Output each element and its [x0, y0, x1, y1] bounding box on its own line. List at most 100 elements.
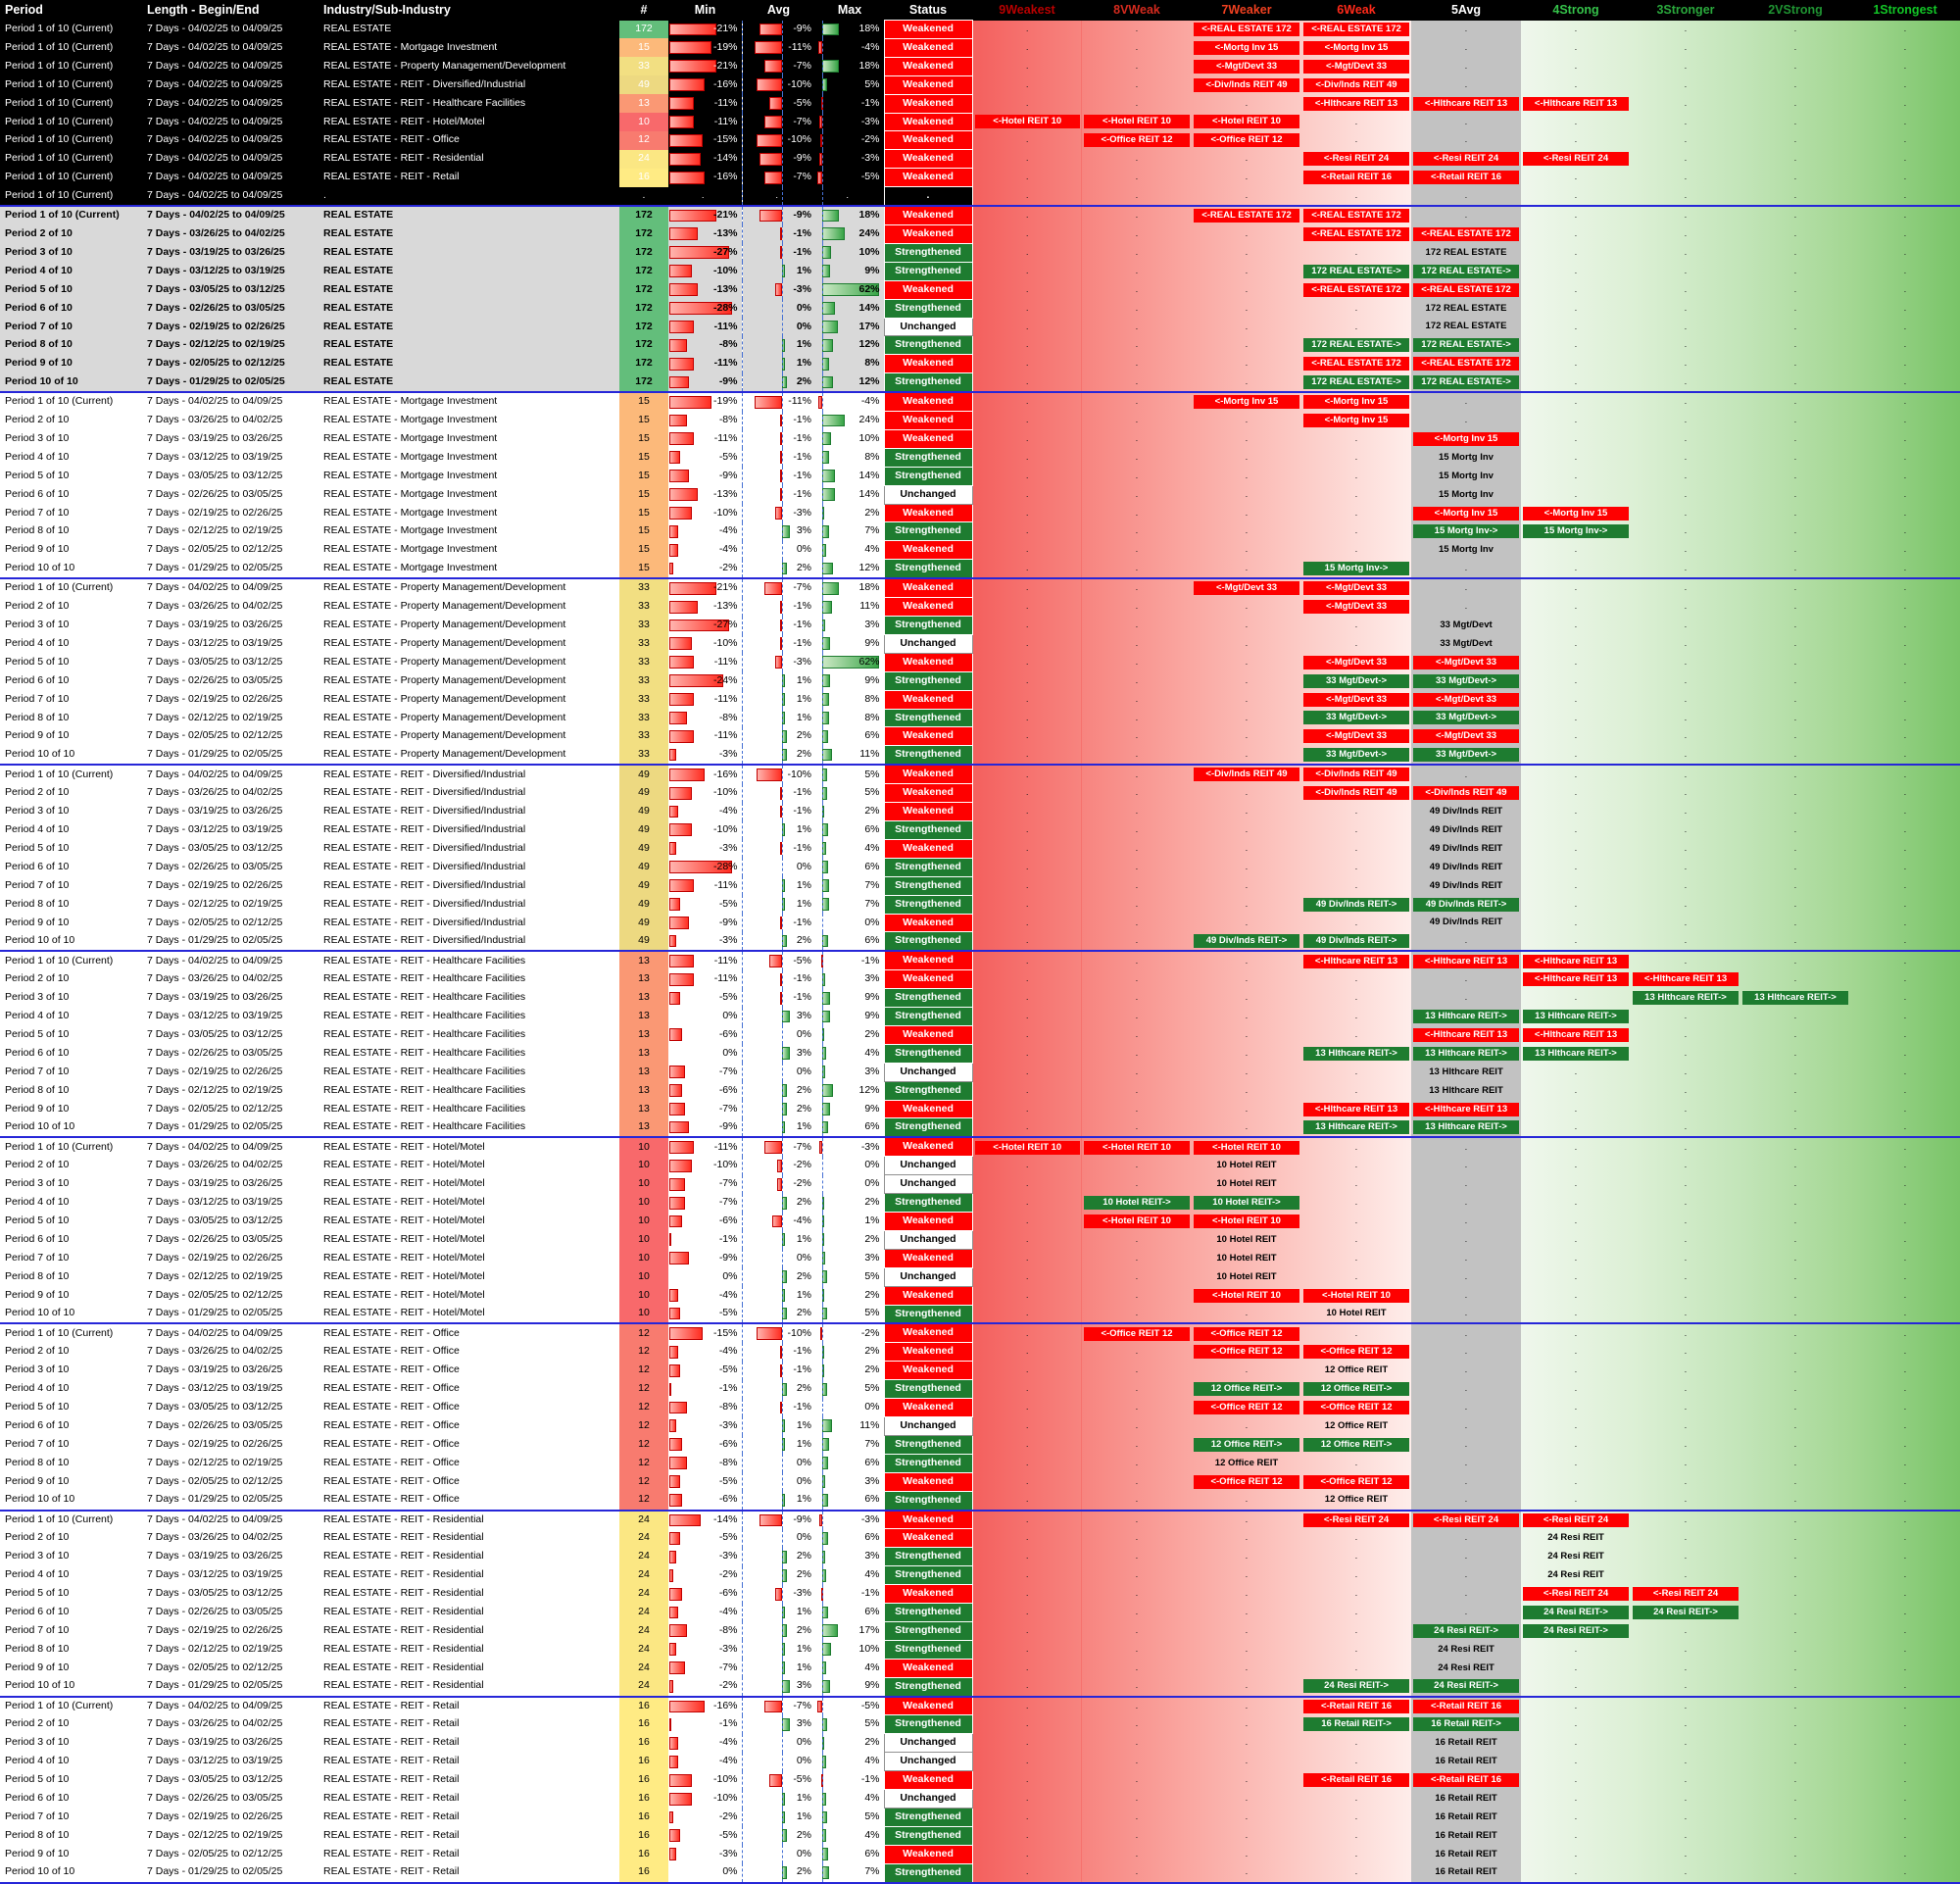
- min-cell[interactable]: -3%: [668, 931, 743, 952]
- strength-cell-6weak[interactable]: 49 Div/Inds REIT->: [1301, 931, 1411, 952]
- strength-cell-2vstrong[interactable]: .: [1740, 1025, 1850, 1045]
- industry-cell[interactable]: REAL ESTATE - REIT - Office: [318, 1416, 619, 1436]
- strength-cell-2vstrong[interactable]: .: [1740, 1770, 1850, 1790]
- avg-cell[interactable]: 1%: [742, 709, 815, 727]
- strength-cell-9weakest[interactable]: .: [972, 616, 1082, 635]
- strength-cell-4strong[interactable]: .: [1521, 802, 1631, 821]
- strength-cell-3stronger[interactable]: .: [1631, 485, 1740, 505]
- max-cell[interactable]: 7%: [815, 1863, 884, 1883]
- count-cell[interactable]: 10: [619, 1305, 668, 1324]
- max-cell[interactable]: 12%: [815, 559, 884, 579]
- strength-cell-2vstrong[interactable]: .: [1740, 1677, 1850, 1697]
- strength-cell-4strong[interactable]: 13 Hlthcare REIT->: [1521, 1007, 1631, 1026]
- status-cell[interactable]: Strengthened: [883, 1714, 973, 1735]
- industry-cell[interactable]: REAL ESTATE - Property Management/Develo…: [318, 577, 619, 598]
- strength-cell-4strong[interactable]: .: [1521, 1379, 1631, 1399]
- strength-cell-6weak[interactable]: <-Div/Inds REIT 49: [1301, 783, 1411, 803]
- industry-cell[interactable]: REAL ESTATE - REIT - Healthcare Faciliti…: [318, 969, 619, 989]
- strength-cell-3stronger[interactable]: .: [1631, 895, 1740, 914]
- strength-cell-8vweak[interactable]: .: [1082, 205, 1192, 225]
- strength-cell-8vweak[interactable]: .: [1082, 969, 1192, 989]
- length-cell[interactable]: 7 Days - 03/26/25 to 04/02/25: [142, 1156, 318, 1175]
- max-cell[interactable]: 4%: [815, 1752, 884, 1771]
- strength-cell-9weakest[interactable]: .: [972, 1322, 1082, 1343]
- strength-cell-4strong[interactable]: .: [1521, 113, 1631, 131]
- avg-cell[interactable]: -1%: [742, 243, 815, 263]
- strength-cell-5avg[interactable]: <-Retail REIT 16: [1411, 1695, 1521, 1715]
- strength-cell-9weakest[interactable]: .: [972, 839, 1082, 859]
- strength-cell-5avg[interactable]: .: [1411, 969, 1521, 989]
- max-cell[interactable]: 2%: [815, 1361, 884, 1380]
- strength-cell-2vstrong[interactable]: .: [1740, 1752, 1850, 1771]
- max-cell[interactable]: -1%: [815, 1770, 884, 1790]
- strength-cell-9weakest[interactable]: .: [972, 1063, 1082, 1082]
- strength-cell-7weaker[interactable]: 12 Office REIT->: [1192, 1435, 1301, 1455]
- column-header-7weaker[interactable]: 7Weaker: [1192, 0, 1301, 21]
- min-cell[interactable]: 0%: [668, 1863, 743, 1883]
- avg-cell[interactable]: -11%: [742, 38, 815, 58]
- status-cell[interactable]: Weakened: [883, 149, 973, 170]
- avg-cell[interactable]: -4%: [742, 1212, 815, 1231]
- strength-cell-1strongest[interactable]: .: [1850, 1025, 1960, 1045]
- min-cell[interactable]: 0%: [668, 1044, 743, 1064]
- count-cell[interactable]: 13: [619, 1117, 668, 1138]
- strength-cell-6weak[interactable]: <-Office REIT 12: [1301, 1398, 1411, 1417]
- status-cell[interactable]: Strengthened: [883, 1117, 973, 1138]
- strength-cell-9weakest[interactable]: .: [972, 186, 1082, 207]
- avg-cell[interactable]: -9%: [742, 205, 815, 225]
- count-cell[interactable]: 33: [619, 726, 668, 746]
- strength-cell-1strongest[interactable]: .: [1850, 1212, 1960, 1231]
- status-cell[interactable]: Strengthened: [883, 1043, 973, 1064]
- column-header-avg[interactable]: Avg: [742, 0, 815, 21]
- period-cell[interactable]: Period 3 of 10: [0, 1733, 142, 1753]
- strength-cell-5avg[interactable]: <-Mortg Inv 15: [1411, 504, 1521, 522]
- strength-cell-4strong[interactable]: 15 Mortg Inv->: [1521, 521, 1631, 541]
- max-cell[interactable]: 3%: [815, 1249, 884, 1268]
- max-cell[interactable]: 11%: [815, 597, 884, 617]
- length-cell[interactable]: 7 Days - 04/02/25 to 04/09/25: [142, 186, 318, 207]
- strength-cell-9weakest[interactable]: .: [972, 1230, 1082, 1250]
- min-cell[interactable]: -11%: [668, 94, 743, 114]
- strength-cell-3stronger[interactable]: .: [1631, 1007, 1740, 1026]
- strength-cell-4strong[interactable]: <-Hlthcare REIT 13: [1521, 94, 1631, 114]
- max-cell[interactable]: 6%: [815, 1603, 884, 1622]
- strength-cell-6weak[interactable]: <-Resi REIT 24: [1301, 149, 1411, 169]
- strength-cell-3stronger[interactable]: .: [1631, 262, 1740, 281]
- strength-cell-1strongest[interactable]: .: [1850, 372, 1960, 393]
- industry-cell[interactable]: REAL ESTATE - REIT - Hotel/Motel: [318, 1212, 619, 1231]
- avg-cell[interactable]: 2%: [742, 1863, 815, 1883]
- strength-cell-3stronger[interactable]: .: [1631, 1659, 1740, 1678]
- strength-cell-5avg[interactable]: <-Resi REIT 24: [1411, 149, 1521, 169]
- strength-cell-7weaker[interactable]: .: [1192, 616, 1301, 635]
- strength-cell-5avg[interactable]: .: [1411, 57, 1521, 76]
- period-cell[interactable]: Period 6 of 10: [0, 1044, 142, 1064]
- max-cell[interactable]: 6%: [815, 1117, 884, 1138]
- count-cell[interactable]: 24: [619, 1528, 668, 1548]
- strength-cell-7weaker[interactable]: .: [1192, 1603, 1301, 1622]
- min-cell[interactable]: -4%: [668, 1603, 743, 1622]
- strength-cell-9weakest[interactable]: .: [972, 1212, 1082, 1231]
- avg-cell[interactable]: -7%: [742, 57, 815, 76]
- strength-cell-6weak[interactable]: .: [1301, 839, 1411, 859]
- strength-cell-6weak[interactable]: <-REAL ESTATE 172: [1301, 224, 1411, 244]
- length-cell[interactable]: 7 Days - 03/19/25 to 03/26/25: [142, 616, 318, 635]
- strength-cell-2vstrong[interactable]: .: [1740, 1659, 1850, 1678]
- min-cell[interactable]: -9%: [668, 1249, 743, 1268]
- count-cell[interactable]: 33: [619, 690, 668, 710]
- strength-cell-7weaker[interactable]: .: [1192, 671, 1301, 691]
- length-cell[interactable]: 7 Days - 03/19/25 to 03/26/25: [142, 988, 318, 1008]
- strength-cell-1strongest[interactable]: .: [1850, 634, 1960, 654]
- strength-cell-7weaker[interactable]: .: [1192, 1789, 1301, 1809]
- column-header-3stronger[interactable]: 3Stronger: [1631, 0, 1740, 21]
- count-cell[interactable]: 10: [619, 1286, 668, 1306]
- strength-cell-9weakest[interactable]: .: [972, 1509, 1082, 1529]
- strength-cell-7weaker[interactable]: .: [1192, 318, 1301, 336]
- period-cell[interactable]: Period 7 of 10: [0, 876, 142, 896]
- strength-cell-6weak[interactable]: .: [1301, 1081, 1411, 1101]
- count-cell[interactable]: 10: [619, 113, 668, 131]
- strength-cell-2vstrong[interactable]: .: [1740, 186, 1850, 207]
- count-cell[interactable]: 13: [619, 1044, 668, 1064]
- status-cell[interactable]: Weakened: [883, 1528, 973, 1549]
- min-cell[interactable]: -8%: [668, 1621, 743, 1641]
- min-cell[interactable]: -8%: [668, 411, 743, 430]
